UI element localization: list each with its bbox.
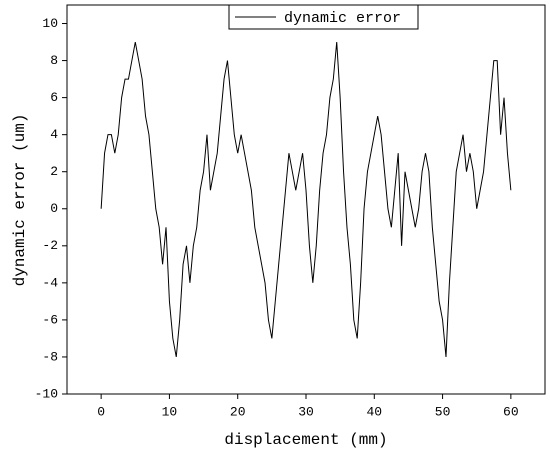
y-tick-label: -4: [42, 275, 58, 290]
x-tick-label: 10: [162, 404, 178, 419]
y-tick-label: -10: [35, 386, 58, 401]
legend-label: dynamic error: [284, 10, 401, 27]
y-tick-label: -6: [42, 312, 58, 327]
x-tick-label: 40: [366, 404, 382, 419]
y-tick-label: 2: [50, 164, 58, 179]
y-tick-label: 6: [50, 90, 58, 105]
y-tick-label: 4: [50, 127, 58, 142]
y-axis-label: dynamic error (um): [11, 114, 29, 287]
y-tick-label: 0: [50, 201, 58, 216]
y-tick-label: 8: [50, 53, 58, 68]
x-tick-label: 50: [435, 404, 451, 419]
x-axis-label: displacement (mm): [224, 431, 387, 449]
x-tick-label: 60: [503, 404, 519, 419]
x-tick-label: 20: [230, 404, 246, 419]
plot-frame: [66, 4, 546, 395]
x-tick-label: 30: [298, 404, 314, 419]
y-tick-label: -8: [42, 349, 58, 364]
data-line: [100, 41, 512, 358]
y-tick-label: 10: [42, 16, 58, 31]
y-tick-label: -2: [42, 238, 58, 253]
x-tick-label: 0: [97, 404, 105, 419]
